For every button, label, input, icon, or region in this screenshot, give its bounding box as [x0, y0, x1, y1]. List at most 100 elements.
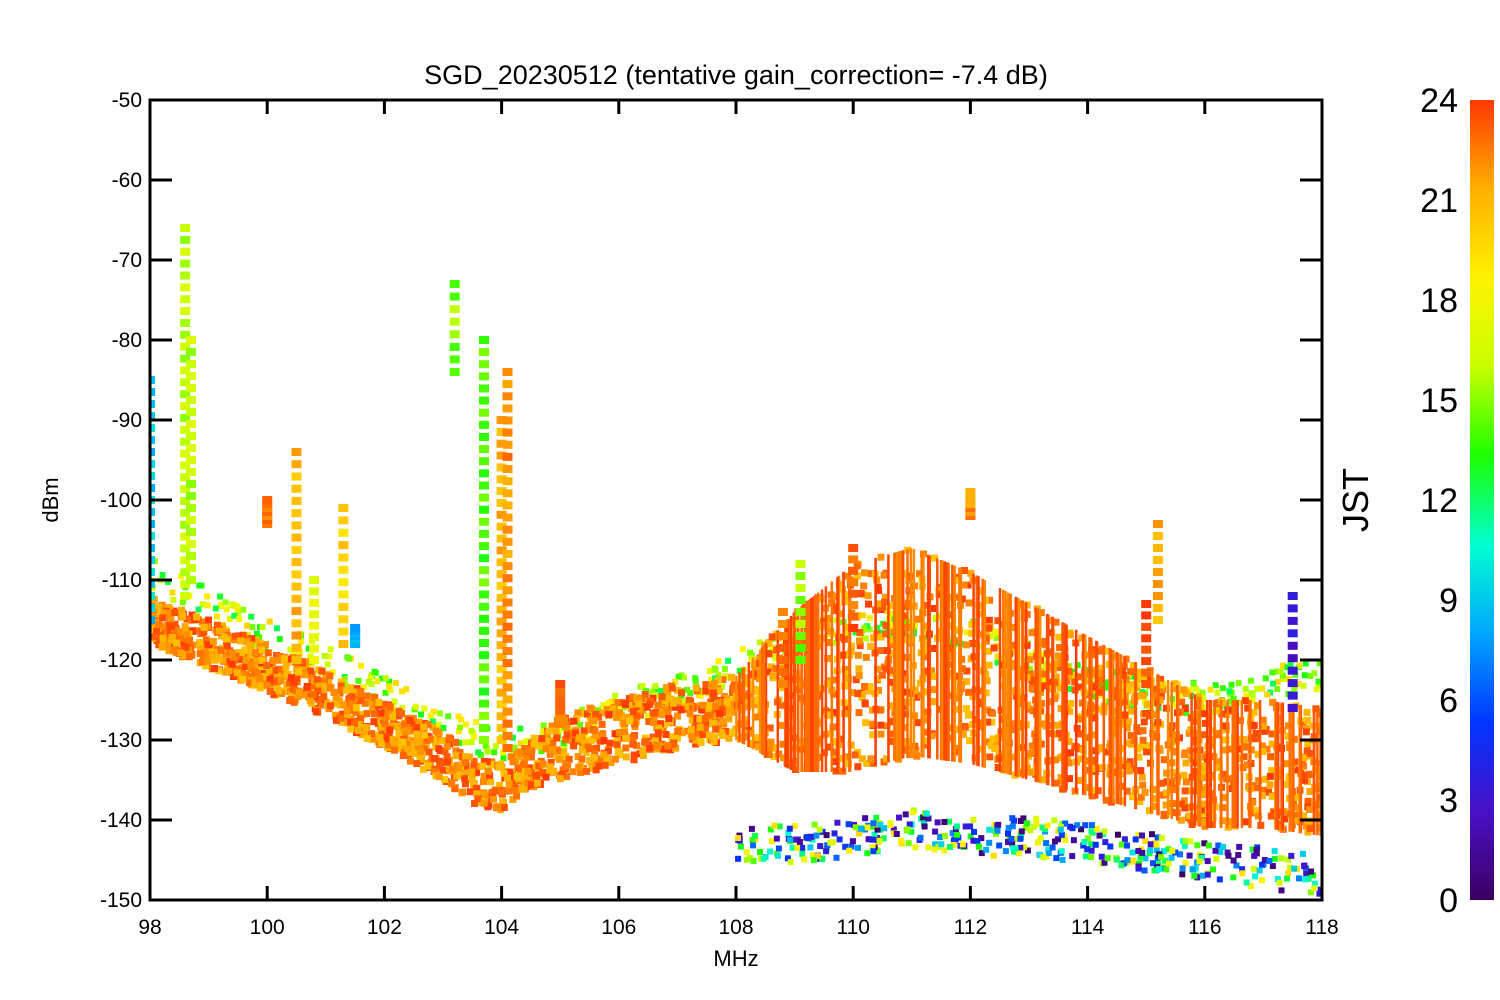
data-point — [443, 753, 451, 761]
data-point — [425, 748, 433, 756]
data-point — [946, 844, 953, 850]
data-point — [869, 731, 877, 739]
data-point — [1199, 818, 1207, 826]
data-point — [650, 709, 658, 717]
data-point — [1123, 787, 1131, 795]
spike-point — [186, 360, 196, 368]
data-point — [337, 678, 345, 686]
data-point — [326, 684, 334, 692]
data-point — [719, 684, 725, 690]
data-point — [1136, 798, 1144, 806]
data-point — [831, 676, 839, 684]
data-point — [413, 724, 421, 732]
data-point — [1194, 842, 1201, 849]
data-point — [248, 613, 255, 620]
data-point — [1310, 872, 1317, 879]
data-point — [391, 740, 398, 748]
data-point — [378, 728, 386, 736]
data-point — [325, 679, 333, 687]
data-point — [408, 743, 416, 751]
data-point — [1296, 875, 1302, 882]
data-point — [1018, 828, 1025, 835]
data-point — [399, 688, 406, 695]
data-point — [468, 727, 475, 734]
data-point — [209, 637, 217, 645]
data-point — [1144, 700, 1152, 708]
data-point — [384, 741, 392, 749]
x-tick-label: 100 — [250, 916, 285, 939]
data-point — [198, 618, 206, 626]
data-point — [929, 645, 937, 652]
data-point — [1178, 698, 1186, 706]
spike-point — [180, 390, 191, 399]
data-point — [986, 839, 993, 846]
spike-point — [186, 456, 196, 464]
data-point — [837, 584, 845, 592]
spike-point — [180, 449, 191, 458]
data-point — [1267, 812, 1275, 820]
data-point — [416, 737, 424, 745]
data-point — [1030, 685, 1038, 693]
data-point — [887, 821, 894, 828]
spike-point — [186, 384, 196, 392]
spike-point — [479, 433, 489, 441]
data-point — [1058, 848, 1065, 855]
data-point — [1220, 793, 1228, 801]
spike-point — [338, 565, 349, 574]
data-point — [1291, 811, 1299, 819]
data-point — [1139, 781, 1147, 789]
spike-point — [186, 516, 196, 524]
data-point — [216, 627, 223, 635]
data-point — [246, 679, 254, 687]
spike-point — [479, 578, 489, 587]
data-point — [767, 738, 775, 746]
data-point — [725, 657, 732, 664]
spike-point — [180, 259, 191, 268]
data-point — [605, 711, 613, 719]
data-point — [687, 689, 694, 696]
data-point — [430, 708, 437, 715]
data-point — [687, 725, 695, 733]
data-point — [1243, 879, 1250, 886]
data-point — [1138, 688, 1145, 695]
data-point — [889, 636, 897, 644]
data-point — [1226, 745, 1233, 753]
data-point — [1118, 797, 1126, 805]
spike-point — [180, 425, 191, 434]
data-point — [252, 648, 259, 656]
data-point — [769, 644, 776, 651]
spike-point — [150, 604, 155, 612]
data-point — [692, 684, 700, 692]
spike-point — [502, 513, 513, 522]
data-point — [229, 601, 236, 608]
data-point — [486, 771, 493, 779]
spike-point — [479, 396, 489, 405]
data-point — [1214, 706, 1221, 714]
data-point — [452, 752, 460, 760]
data-point — [1095, 647, 1103, 655]
data-point — [277, 677, 285, 685]
data-point — [622, 744, 630, 752]
data-point — [1146, 712, 1153, 720]
spike-point — [555, 693, 566, 702]
data-point — [642, 737, 650, 745]
data-point — [959, 731, 967, 738]
data-point — [1033, 815, 1040, 822]
spike-point — [479, 445, 489, 454]
data-point — [546, 750, 554, 758]
data-point — [1126, 767, 1134, 775]
data-point — [1313, 686, 1320, 693]
data-point — [1269, 698, 1277, 706]
data-point — [305, 693, 313, 701]
data-point — [361, 699, 369, 707]
data-point — [858, 755, 866, 763]
data-point — [263, 681, 271, 689]
data-point — [701, 725, 709, 733]
data-point — [1136, 676, 1144, 684]
data-point — [466, 788, 474, 796]
data-point — [728, 673, 735, 681]
data-point — [1024, 847, 1031, 854]
spike-point — [502, 380, 513, 389]
data-point — [664, 689, 672, 697]
data-point — [852, 629, 859, 636]
